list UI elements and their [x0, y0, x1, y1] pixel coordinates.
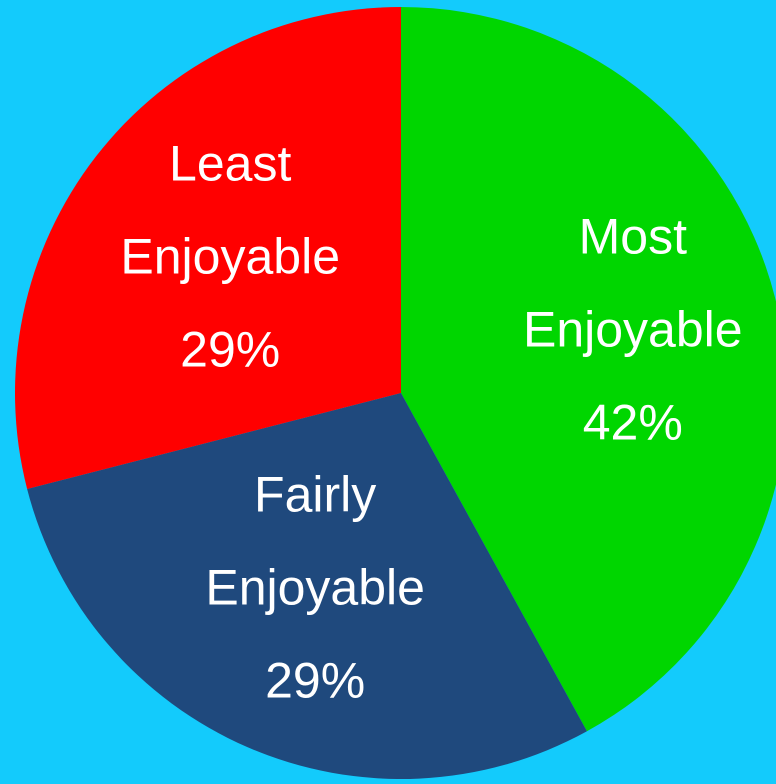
pie-slice-0-label-line-1: Enjoyable — [523, 302, 743, 358]
pie-slice-1-label-line-1: Enjoyable — [205, 560, 425, 616]
pie-slice-1-label-line-2: 29% — [265, 653, 365, 709]
pie-slice-0 — [401, 7, 776, 732]
pie-slice-2-label-line-0: Least — [169, 136, 291, 192]
pie-slice-2-label-line-1: Enjoyable — [120, 229, 340, 285]
pie-slice-1 — [27, 393, 587, 779]
pie-slice-2 — [14, 7, 402, 489]
pie-slice-2-label-line-2: 29% — [180, 322, 280, 378]
pie-slice-0-label-line-2: 42% — [583, 395, 683, 451]
pie-slice-1-label-line-0: Fairly — [254, 467, 376, 523]
pie-slice-0-label-line-0: Most — [579, 209, 687, 265]
